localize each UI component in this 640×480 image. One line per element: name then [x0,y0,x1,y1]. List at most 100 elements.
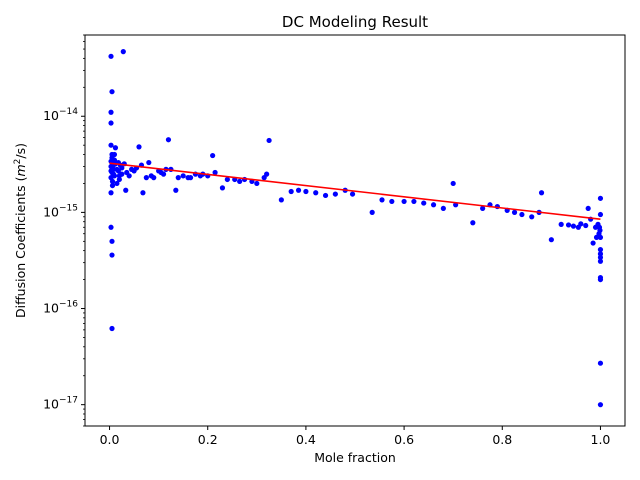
data-point [140,190,146,196]
data-point [108,190,114,196]
y-tick-label: 10−16 [43,300,78,316]
data-point [278,197,284,203]
data-point [187,175,194,181]
x-tick-label: 0.4 [296,432,316,447]
plot-frame [84,34,626,427]
x-tick-label: 0.6 [394,432,414,447]
data-point [313,190,319,196]
data-point [165,137,172,143]
data-point [254,180,260,187]
y-axis-label-exp: 2 [13,159,23,165]
data-point [583,222,589,229]
data-point [585,205,591,212]
x-tick-label: 0.0 [100,432,120,447]
data-point [108,109,114,115]
data-point [332,191,338,197]
data-point [597,258,604,264]
y-tick-exponent: −15 [59,203,78,213]
data-point [264,171,270,177]
data-point [529,214,535,220]
data-point [450,180,456,187]
y-axis-label: Diffusion Coefficients (m2/s) [13,143,28,318]
data-point [224,176,230,183]
data-point [109,89,115,95]
y-axis-label-rest: /s) [13,143,28,159]
data-point [480,205,486,212]
data-point [295,187,302,193]
y-tick-base: 10 [43,204,59,219]
data-point [558,221,564,227]
data-point [548,237,554,243]
data-point [322,192,329,199]
data-point [108,120,114,126]
data-point [160,171,167,177]
data-point [470,220,476,226]
y-tick-label: 10−14 [43,107,78,123]
data-point [303,188,309,195]
x-axis-ticks: 0.0 0.2 0.4 0.6 0.8 1.0 [100,426,611,447]
y-axis-label-m: m [13,164,28,176]
x-axis-label: Mole fraction [314,450,396,465]
data-point [136,144,142,150]
data-point [175,175,181,181]
data-point [597,211,604,218]
data-point [219,185,226,191]
x-tick-label: 0.8 [492,432,512,447]
data-point [590,240,596,246]
data-point [112,145,119,151]
data-point [114,180,120,187]
y-tick-exponent: −17 [59,396,78,406]
data-point [126,173,132,179]
data-point [379,197,385,203]
data-point [151,175,157,181]
data-point [143,175,149,181]
data-point [597,195,604,201]
data-point [369,209,375,215]
data-point [597,402,604,408]
data-point [421,200,427,206]
data-point [237,178,243,185]
x-tick-label: 1.0 [591,432,611,447]
data-point [519,211,525,218]
data-point [146,159,152,166]
data-point [266,137,272,144]
data-point [511,209,518,215]
data-point [597,247,604,253]
data-point [401,198,407,205]
data-point [212,169,218,176]
data-point [210,152,216,159]
data-point [180,173,186,179]
data-point [430,202,437,208]
y-tick-base: 10 [43,301,59,316]
data-point [288,188,294,195]
fit-line [109,162,601,220]
data-point [440,205,446,212]
data-point [119,171,125,177]
data-point [120,49,126,55]
chart-title: DC Modeling Result [282,13,428,31]
data-point [538,190,545,196]
data-point [578,221,584,227]
data-point [109,252,115,258]
data-point [109,325,115,332]
y-tick-exponent: −14 [59,107,78,117]
x-tick-label: 0.2 [198,432,218,447]
data-point [597,254,604,261]
data-point [597,360,604,366]
data-point [389,198,395,205]
data-point [116,176,122,183]
data-point [108,53,114,59]
data-point [597,227,603,233]
data-point [109,182,116,189]
data-point [111,151,118,158]
data-point [565,222,572,228]
data-point [108,224,114,230]
data-point [119,165,125,171]
data-point [349,191,356,197]
data-point [108,142,114,148]
data-point [597,276,604,283]
data-point [597,234,604,240]
